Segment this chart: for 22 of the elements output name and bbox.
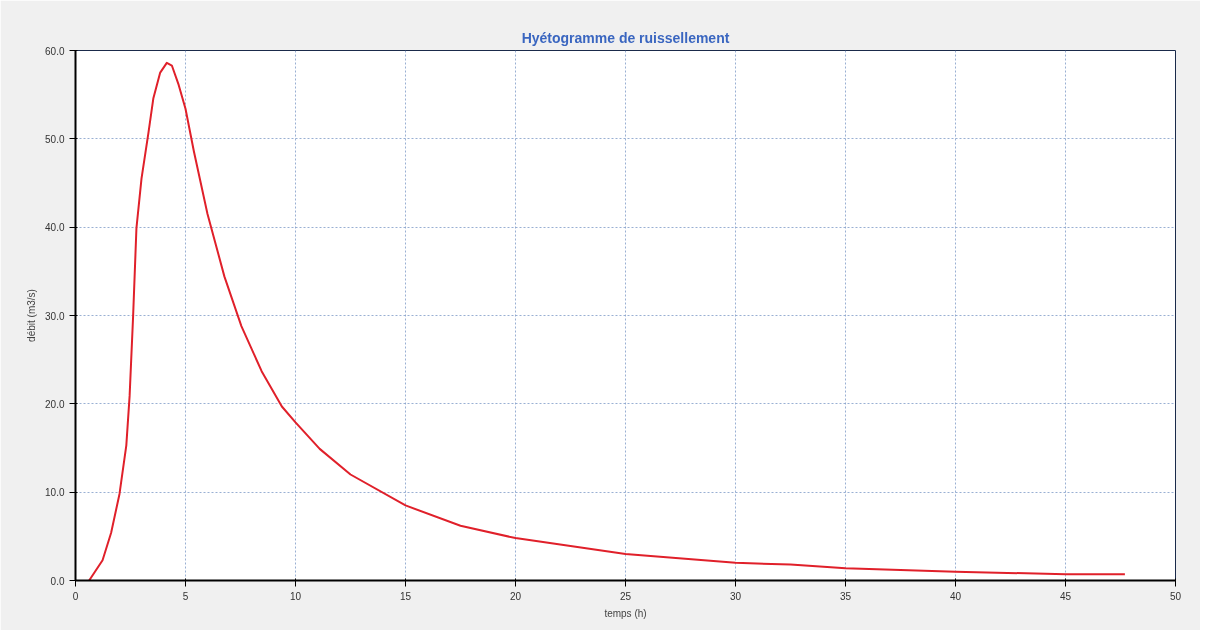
x-tick-label: 5 <box>182 590 189 602</box>
y-tick-label: 20.0 <box>45 398 65 410</box>
x-axis-title: temps (h) <box>604 607 647 619</box>
y-tick-label: 30.0 <box>45 310 65 322</box>
chart-title: Hyétogramme de ruissellement <box>521 29 730 46</box>
y-tick-label: 60.0 <box>45 45 65 57</box>
line-series <box>88 61 1126 581</box>
x-tick-label: 15 <box>399 590 412 602</box>
x-tick-label: 40 <box>949 590 962 602</box>
x-tick-label: 0 <box>72 590 79 602</box>
x-tick-label: 35 <box>839 590 852 602</box>
x-tick-label: 30 <box>729 590 742 602</box>
y-tick-label: 0.0 <box>50 575 65 587</box>
x-tick-label: 20 <box>509 590 522 602</box>
y-axis-title: débit (m3/s) <box>26 289 38 342</box>
x-tick-label: 10 <box>289 590 302 602</box>
y-tick-label: 10.0 <box>45 487 65 499</box>
x-tick-label: 45 <box>1059 590 1072 602</box>
x-tick-label: 50 <box>1169 590 1182 602</box>
y-tick-label: 40.0 <box>45 222 65 234</box>
x-tick-label: 25 <box>619 590 632 602</box>
y-tick-label: 50.0 <box>45 133 65 145</box>
